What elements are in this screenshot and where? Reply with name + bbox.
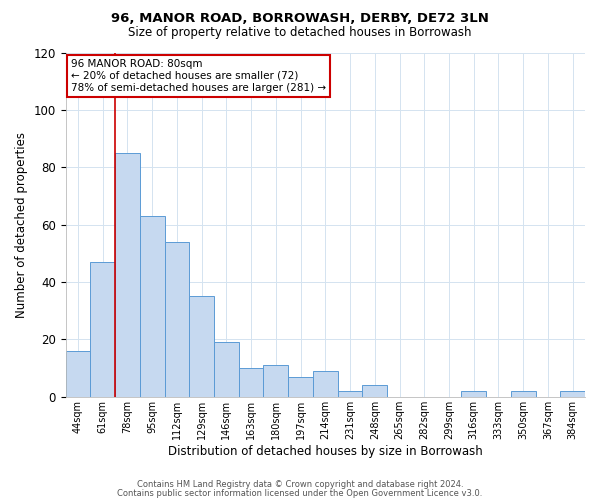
Text: 96 MANOR ROAD: 80sqm
← 20% of detached houses are smaller (72)
78% of semi-detac: 96 MANOR ROAD: 80sqm ← 20% of detached h… <box>71 60 326 92</box>
Bar <box>91 262 115 397</box>
Bar <box>263 365 288 397</box>
Bar <box>461 391 486 397</box>
Bar <box>190 296 214 397</box>
Bar <box>65 351 91 397</box>
Bar <box>214 342 239 397</box>
Text: Contains HM Land Registry data © Crown copyright and database right 2024.: Contains HM Land Registry data © Crown c… <box>137 480 463 489</box>
X-axis label: Distribution of detached houses by size in Borrowash: Distribution of detached houses by size … <box>168 444 483 458</box>
Bar <box>338 391 362 397</box>
Bar <box>511 391 536 397</box>
Bar <box>164 242 190 397</box>
Bar <box>288 376 313 397</box>
Bar <box>239 368 263 397</box>
Text: Size of property relative to detached houses in Borrowash: Size of property relative to detached ho… <box>128 26 472 39</box>
Bar <box>115 153 140 397</box>
Text: Contains public sector information licensed under the Open Government Licence v3: Contains public sector information licen… <box>118 488 482 498</box>
Bar <box>140 216 164 397</box>
Y-axis label: Number of detached properties: Number of detached properties <box>15 132 28 318</box>
Bar <box>362 386 387 397</box>
Bar <box>560 391 585 397</box>
Text: 96, MANOR ROAD, BORROWASH, DERBY, DE72 3LN: 96, MANOR ROAD, BORROWASH, DERBY, DE72 3… <box>111 12 489 26</box>
Bar <box>313 371 338 397</box>
